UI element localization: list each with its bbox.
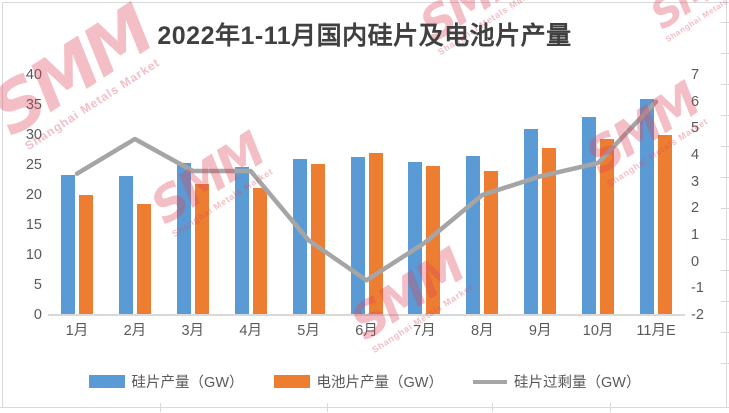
bar xyxy=(368,153,383,315)
frame-tick xyxy=(721,270,729,271)
x-axis-line xyxy=(48,314,685,316)
right-axis-tick-label: 6 xyxy=(691,93,700,110)
chart-title: 2022年1-11月国内硅片及电池片产量 xyxy=(157,22,572,50)
bar xyxy=(466,156,481,315)
bar xyxy=(600,139,615,315)
right-axis-tick-label: -2 xyxy=(691,307,704,323)
frame-tick xyxy=(721,208,729,209)
x-axis-label: 11月E xyxy=(636,323,676,339)
legend-item-wafer: 硅片产量（GW） xyxy=(88,371,244,392)
frame-tick xyxy=(721,84,729,85)
x-axis-label: 8月 xyxy=(471,323,494,339)
frame-tick xyxy=(721,363,729,364)
legend: 硅片产量（GW） 电池片产量（GW） 硅片过剩量（GW） xyxy=(0,371,729,392)
left-axis-tick-label: 20 xyxy=(25,187,42,203)
frame-border-bottom xyxy=(0,407,729,408)
bar xyxy=(582,117,597,315)
x-axis-label: 1月 xyxy=(65,323,89,339)
frame-tick xyxy=(721,301,729,302)
bar xyxy=(408,162,423,315)
bar xyxy=(78,195,93,315)
bar xyxy=(176,163,191,315)
frame-tick xyxy=(492,403,493,412)
frame-tick xyxy=(721,239,729,240)
left-axis-tick-label: 5 xyxy=(33,277,42,293)
x-axis-label: 2月 xyxy=(123,323,147,339)
frame-border-top xyxy=(2,2,729,3)
right-axis-tick-label: 2 xyxy=(691,200,700,217)
frame-tick xyxy=(721,115,729,116)
left-axis-tick-label: 40 xyxy=(25,67,42,83)
legend-label-wafer: 硅片产量（GW） xyxy=(131,375,244,391)
left-axis-tick-label: 30 xyxy=(25,127,42,143)
bar xyxy=(118,176,133,315)
x-axis-label: 5月 xyxy=(297,323,320,339)
left-axis-tick-label: 15 xyxy=(25,217,42,233)
bar xyxy=(524,129,539,315)
x-axis-label: 10月 xyxy=(582,323,614,339)
frame-tick xyxy=(721,177,729,178)
right-axis-tick-label: -1 xyxy=(691,280,704,297)
right-axis-tick-label: 3 xyxy=(691,173,700,190)
frame-tick xyxy=(160,403,161,412)
left-axis-tick-label: 25 xyxy=(25,157,42,173)
right-axis-tick-label: 1 xyxy=(691,227,700,243)
wafer-swatch-icon xyxy=(88,375,125,388)
x-axis-label: 7月 xyxy=(413,323,436,339)
bar xyxy=(136,204,151,315)
frame-border-left xyxy=(2,2,3,407)
x-axis-label: 4月 xyxy=(239,323,262,339)
right-axis-tick-label: 4 xyxy=(691,147,700,163)
bar xyxy=(292,159,307,315)
left-axis-tick-label: 0 xyxy=(33,307,42,323)
bar xyxy=(60,175,75,315)
bar xyxy=(310,163,325,315)
cell-swatch-icon xyxy=(273,375,310,388)
bar xyxy=(194,183,209,315)
frame-border-right xyxy=(726,0,727,407)
bar xyxy=(252,187,267,315)
legend-label-cell: 电池片产量（GW） xyxy=(316,375,443,391)
legend-item-cell: 电池片产量（GW） xyxy=(273,371,443,392)
bar xyxy=(234,167,249,315)
frame-tick xyxy=(721,146,729,147)
x-axis-label: 6月 xyxy=(355,323,378,339)
x-axis-label: 3月 xyxy=(181,323,205,339)
frame-tick xyxy=(721,332,729,333)
surplus-line-swatch-icon xyxy=(472,379,507,384)
left-axis-tick-label: 35 xyxy=(25,97,42,113)
frame-tick xyxy=(721,22,729,23)
right-axis-tick-label: 7 xyxy=(691,67,700,83)
bar xyxy=(350,157,365,315)
frame-tick xyxy=(721,53,729,54)
frame-tick xyxy=(610,403,611,412)
surplus-line xyxy=(74,99,659,283)
x-axis-label: 9月 xyxy=(528,323,552,339)
frame-tick xyxy=(327,403,328,412)
bar xyxy=(542,148,557,315)
bar xyxy=(658,135,673,315)
legend-label-surplus: 硅片过剩量（GW） xyxy=(513,375,641,391)
bar xyxy=(426,166,441,315)
right-axis-tick-label: 0 xyxy=(691,253,700,270)
bar xyxy=(484,171,499,315)
left-axis-tick-label: 10 xyxy=(25,247,42,263)
bar xyxy=(640,99,655,315)
right-axis-tick-label: 5 xyxy=(691,120,700,137)
legend-item-surplus: 硅片过剩量（GW） xyxy=(472,371,641,392)
